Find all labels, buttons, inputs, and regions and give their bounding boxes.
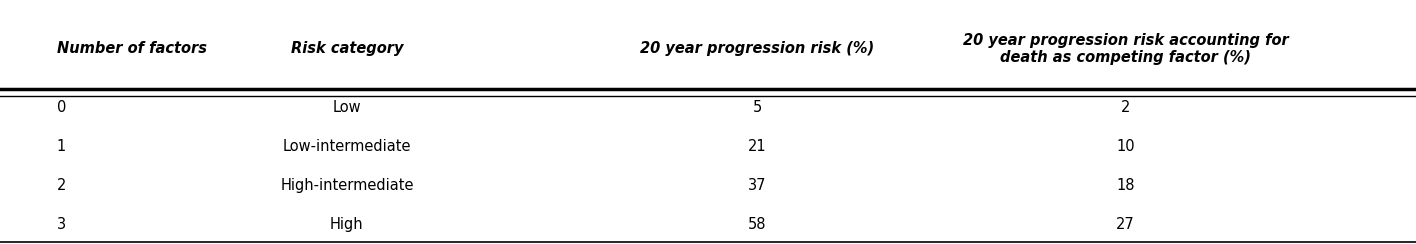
Text: 0: 0 [57, 100, 67, 115]
Text: 58: 58 [748, 217, 767, 232]
Text: 10: 10 [1116, 139, 1136, 154]
Text: 20 year progression risk (%): 20 year progression risk (%) [640, 41, 875, 56]
Text: High: High [330, 217, 364, 232]
Text: Number of factors: Number of factors [57, 41, 207, 56]
Text: 1: 1 [57, 139, 67, 154]
Text: 37: 37 [748, 178, 767, 193]
Text: 5: 5 [753, 100, 762, 115]
Text: Risk category: Risk category [290, 41, 404, 56]
Text: 27: 27 [1116, 217, 1136, 232]
Text: 2: 2 [1121, 100, 1130, 115]
Text: High-intermediate: High-intermediate [280, 178, 413, 193]
Text: 3: 3 [57, 217, 65, 232]
Text: 18: 18 [1116, 178, 1136, 193]
Text: Low: Low [333, 100, 361, 115]
Text: 20 year progression risk accounting for
death as competing factor (%): 20 year progression risk accounting for … [963, 33, 1289, 65]
Text: 2: 2 [57, 178, 67, 193]
Text: Low-intermediate: Low-intermediate [283, 139, 411, 154]
Text: 21: 21 [748, 139, 767, 154]
